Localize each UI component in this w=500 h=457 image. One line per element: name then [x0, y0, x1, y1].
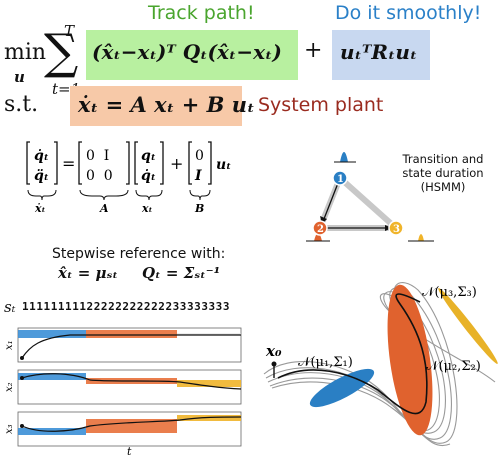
state-label-1: 1 — [337, 174, 344, 185]
lhs-label: ẋₜ — [34, 202, 46, 214]
tracking-term-highlight — [86, 30, 298, 80]
x-top: qₜ — [141, 148, 156, 164]
trajectory-plots: x₁ x₂ x₃ t — [4, 327, 242, 457]
min-operator: min — [4, 40, 47, 65]
plot-x3-ylabel: x₃ — [4, 424, 15, 434]
stepwise-eq1: x̂ₜ = μₛₜ — [58, 264, 118, 282]
sum-symbol: ∑ — [44, 24, 79, 80]
plot-x1-ref-1 — [18, 330, 86, 338]
state-label-2: 2 — [317, 224, 324, 235]
stepwise-eq2: Qₜ = Σₛₜ⁻¹ — [142, 264, 221, 282]
state-node-1 — [332, 170, 348, 186]
gaussian-1 — [309, 368, 375, 408]
tracking-term: (x̂ₜ−xₜ)ᵀ Qₜ(x̂ₜ−xₜ) — [92, 40, 282, 64]
caption-track-path: Track path! — [148, 2, 255, 24]
start-point — [271, 361, 277, 367]
x-bottom: q̇ₜ — [141, 167, 156, 184]
caption-system-plant: System plant — [258, 94, 384, 116]
dynamics-equation: ẋₜ = A xₜ + B uₜ — [78, 92, 255, 117]
B-label: B — [194, 202, 204, 214]
state-node-2 — [312, 220, 328, 236]
lhs-top: q̇ₜ — [34, 147, 49, 164]
A-matrix: 0 I 0 0 A — [78, 141, 130, 214]
state-seq-label: sₜ — [4, 298, 16, 316]
transition-1-2 — [321, 177, 341, 225]
A-row2: 0 0 — [86, 168, 113, 184]
state-node-3 — [388, 220, 404, 236]
sum-upper-limit: T — [64, 22, 75, 40]
A-row1: 0 I — [86, 148, 109, 164]
plus-sign: + — [304, 38, 323, 63]
gaussian-1-label: 𝒩(μ₁,Σ₁) — [298, 355, 353, 370]
gaussian-2-label: 𝒩(μ₂,Σ₂) — [426, 359, 481, 374]
plot-x1-ylabel: x₁ — [4, 340, 15, 350]
plots-xlabel: t — [127, 445, 132, 457]
x-label: xₜ — [141, 202, 153, 214]
plot-x3-ref-2 — [86, 419, 177, 433]
gaussian-3-label: 𝒩(μ₃,Σ₃) — [422, 285, 477, 300]
equals-sign: = — [62, 154, 75, 173]
dynamics-highlight — [70, 86, 242, 126]
hsmm-caption-line3: (HSMM) — [420, 180, 466, 194]
u-term: uₜ — [216, 157, 231, 173]
A-label: A — [99, 202, 109, 214]
plot-x2-start — [20, 376, 24, 380]
plot-x1-trajectory — [21, 334, 241, 359]
plot-x2-trajectory — [21, 373, 242, 390]
reproduced-trajectory — [277, 293, 428, 415]
lhs-vector: q̇ₜ q̈ₜ ẋₜ — [26, 141, 58, 214]
state-sequence: 11111111122222222222233333333 — [22, 300, 231, 313]
lhs-bottom: q̈ₜ — [34, 167, 49, 184]
control-term: uₜᵀRₜuₜ — [340, 40, 418, 64]
plot-x3-start — [20, 424, 24, 428]
matrix-equation: q̇ₜ q̈ₜ ẋₜ = 0 I 0 0 A qₜ q̇ₜ xₜ + 0 I B… — [26, 141, 231, 214]
state-label-3: 3 — [393, 224, 400, 235]
plot-x1-ref-2 — [86, 330, 177, 338]
objective-equation: min u T ∑ t=1 (x̂ₜ−xₜ)ᵀ Qₜ(x̂ₜ−xₜ) + uₜᵀ… — [0, 22, 500, 106]
control-term-highlight — [332, 30, 430, 80]
hsmm-caption-line1: Transition and — [402, 152, 484, 166]
stepwise-title: Stepwise reference with: — [52, 246, 226, 262]
min-variable: u — [14, 68, 25, 86]
hsmm-graph: 1 2 3 — [306, 152, 434, 242]
plot-x2: x₂ — [4, 369, 242, 405]
gaussian-2 — [387, 284, 433, 436]
gaussian-trajectory-plot: x₀ 𝒩(μ₁,Σ₁) 𝒩(μ₂,Σ₂) 𝒩(μ₃,Σ₃) — [263, 282, 498, 447]
plot-x2-ref-3 — [177, 380, 241, 387]
plot-x3: x₃ — [4, 411, 242, 447]
duration-1 — [340, 152, 348, 162]
plot-x2-ylabel: x₂ — [4, 382, 15, 392]
plot-x1: x₁ — [4, 327, 242, 363]
subject-to-label: s.t. — [4, 92, 39, 117]
B-bottom: I — [194, 168, 202, 184]
x0-label: x₀ — [265, 342, 282, 360]
hsmm-caption-line2: state duration — [402, 166, 484, 180]
plot-x3-trajectory — [21, 416, 242, 432]
gaussian-3 — [438, 288, 498, 364]
plus-sign-matrix: + — [170, 154, 183, 173]
B-top: 0 — [195, 148, 204, 164]
hsmm-caption: Transition and state duration (HSMM) — [388, 152, 498, 194]
hsmm-triangle — [315, 172, 404, 231]
plot-x1-start — [20, 356, 24, 360]
plot-x2-ref-1 — [18, 373, 86, 380]
B-matrix: 0 I B — [188, 141, 212, 214]
duration-3 — [418, 234, 424, 241]
x-vector: qₜ q̇ₜ xₜ — [134, 141, 164, 214]
caption-do-it-smoothly: Do it smoothly! — [335, 2, 482, 24]
